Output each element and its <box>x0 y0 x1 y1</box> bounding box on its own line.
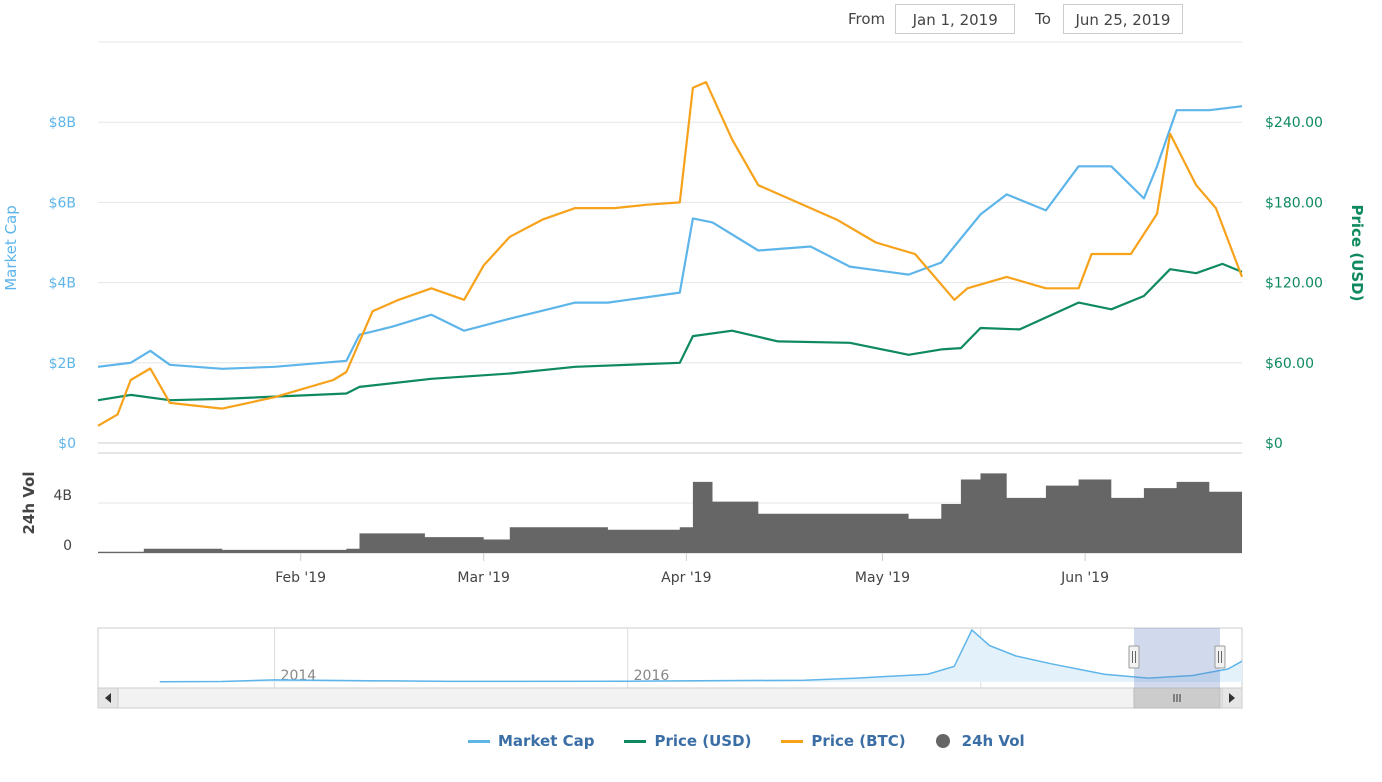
vol-tick-label: 0 <box>63 538 72 554</box>
to-date-input[interactable]: Jun 25, 2019 <box>1062 4 1183 34</box>
navigator-area <box>159 630 1242 682</box>
date-range-selector: From Jan 1, 2019 To Jun 25, 2019 <box>848 2 1183 36</box>
navigator-tick-label: 2016 <box>634 668 670 684</box>
market-cap-line <box>97 105 1243 370</box>
vol-axis-title: 24h Vol <box>20 471 38 534</box>
legend-label-market-cap: Market Cap <box>498 732 595 750</box>
legend-swatch-24h-vol <box>935 734 950 748</box>
legend-item-market-cap[interactable]: Market Cap <box>468 732 594 750</box>
navigator-line <box>159 628 1243 683</box>
x-tick-label: Feb '19 <box>275 570 326 586</box>
legend: Market Cap Price (USD) Price (BTC) 24h V… <box>468 732 1055 750</box>
navigator-handle-left[interactable] <box>1128 645 1140 669</box>
y-right-axis-title: Price (USD) <box>1348 205 1366 302</box>
y-right-tick-label: $60.00 <box>1265 356 1314 372</box>
legend-label-price-usd: Price (USD) <box>654 732 752 750</box>
y-left-tick-label: $4B <box>49 276 76 292</box>
navigator-handle-right[interactable] <box>1214 645 1226 669</box>
vol-tick-label: 4B <box>53 488 72 504</box>
legend-item-price-usd[interactable]: Price (USD) <box>624 732 751 750</box>
from-label: From <box>848 10 886 28</box>
y-left-tick-label: $0 <box>58 436 76 452</box>
legend-swatch-market-cap <box>468 739 490 743</box>
y-right-tick-label: $240.00 <box>1265 115 1323 131</box>
legend-item-price-btc[interactable]: Price (BTC) <box>781 732 906 750</box>
x-tick-label: May '19 <box>855 570 910 586</box>
y-left-axis-title: Market Cap <box>2 205 20 291</box>
volume-area <box>98 473 1242 553</box>
to-label: To <box>1035 10 1051 28</box>
chevron-right-icon <box>1229 693 1235 703</box>
y-left-tick-label: $2B <box>49 356 76 372</box>
y-left-tick-label: $6B <box>49 195 76 211</box>
y-right-tick-label: $120.00 <box>1265 276 1323 292</box>
legend-label-24h-vol: 24h Vol <box>961 732 1025 750</box>
price-usd-series <box>97 262 1243 402</box>
y-right-tick-label: $0 <box>1265 436 1283 452</box>
price-btc-line <box>97 81 1244 427</box>
legend-label-price-btc: Price (BTC) <box>811 732 906 750</box>
price-btc-series <box>97 81 1244 427</box>
price-usd-line <box>97 262 1243 402</box>
x-tick-label: Mar '19 <box>457 570 510 586</box>
y-right-tick-label: $180.00 <box>1265 195 1323 211</box>
legend-swatch-price-btc <box>781 739 804 743</box>
y-left-tick-label: $8B <box>49 115 76 131</box>
from-date-input[interactable]: Jan 1, 2019 <box>895 4 1016 34</box>
legend-item-24h-vol[interactable]: 24h Vol <box>935 732 1025 750</box>
x-tick-label: Jun '19 <box>1060 570 1109 586</box>
navigator-selection[interactable] <box>1134 628 1220 688</box>
market-cap-series <box>97 105 1243 370</box>
chevron-left-icon <box>105 693 111 703</box>
legend-swatch-price-usd <box>624 739 647 743</box>
x-tick-label: Apr '19 <box>661 570 711 586</box>
scrollbar-track[interactable] <box>97 687 1243 709</box>
